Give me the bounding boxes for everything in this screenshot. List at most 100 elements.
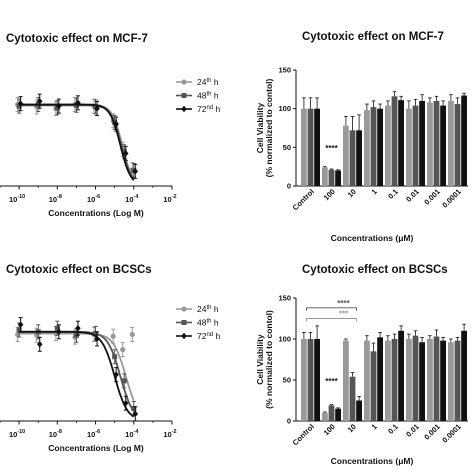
y-axis-label-sub: (% normalized to contol) [264,310,274,409]
data-point [113,371,119,378]
bar [391,339,398,421]
x-tick-label: 0.001 [422,187,442,207]
data-point [16,327,22,333]
legend-marker [181,105,187,113]
bar [377,108,383,186]
data-point [122,399,129,407]
data-point [112,354,118,360]
title-top-right: Cytotoxic effect on MCF-7 [302,31,444,43]
y-tick-label: 150 [278,294,291,303]
data-point [17,100,24,107]
bar [364,340,370,421]
x-axis-label: Concentrations (Log M) [48,443,144,453]
significance-mark: **** [325,144,338,153]
x-tick-label: 10-4 [125,194,139,204]
bar [335,170,341,186]
x-tick-label: 10-2 [163,194,176,204]
x-tick-label: 10-10 [9,194,25,204]
bar [385,340,391,421]
significance-bracket-label: **** [337,299,350,308]
y-tick-label: 0 [287,182,291,191]
data-point [132,168,139,175]
y-tick-label: 50 [283,376,291,385]
y-axis-label-sub: (% normalized to contol) [264,78,274,177]
legend-marker [181,306,187,312]
bar [314,108,320,186]
legend-marker [181,320,187,325]
data-point [129,331,135,338]
x-tick-label: 0.0001 [440,422,463,445]
bar [427,339,433,421]
bar [356,130,362,186]
x-tick-label: 10-4 [125,429,139,439]
data-point [93,331,99,337]
bar [448,100,454,186]
bar [343,340,349,421]
bar [385,105,391,186]
bar [440,105,446,186]
x-tick-label: 0.1 [386,187,400,201]
title-bottom-left: Cytotoxic effect on BCSCs [6,264,152,276]
bar [370,351,377,421]
bar [314,339,320,421]
legend-label: 48th h [197,318,219,328]
title-top-left: Cytotoxic effect on MCF-7 [6,33,148,45]
data-point [36,341,43,348]
significance-bracket [306,318,357,322]
bar [349,130,356,186]
x-tick-label: 10-8 [49,194,62,204]
data-point [110,333,116,339]
bar [406,108,412,186]
x-tick-label: 100 [322,422,337,437]
data-point [16,103,22,109]
bar [398,330,404,421]
data-point [54,325,60,331]
bar [412,105,419,186]
bar [427,102,433,186]
data-point [56,328,62,335]
bar [406,339,412,421]
legend-marker [181,332,187,340]
x-tick-label: 1 [370,187,379,196]
bar [461,95,467,186]
y-axis-label: Cell Viability [255,334,265,385]
bar [419,342,425,421]
bar [307,339,314,421]
x-tick-label: 1 [370,422,379,431]
fit-curve [19,104,135,180]
data-point [36,98,43,105]
x-tick-label: 10-10 [9,429,25,439]
bar [412,335,419,421]
bar [328,169,335,186]
bar [461,330,467,421]
data-point [94,335,100,343]
data-point [75,99,81,107]
bar [454,340,461,421]
bar [398,100,404,186]
legend-label: 72nd h [197,104,221,114]
y-tick-label: 150 [278,66,291,75]
bar [335,408,341,421]
title-bottom-right: Cytotoxic effect on BCSCs [302,264,448,276]
x-tick-label: 100 [322,187,337,202]
legend-marker [181,79,187,85]
x-tick-label: 10-2 [163,429,176,439]
data-point [17,321,24,328]
legend-marker [181,93,187,98]
x-tick-label: Control [291,187,316,212]
x-axis-label: Concentrations (μM) [331,233,414,243]
y-tick-label: 0 [287,417,291,426]
bar [301,108,307,186]
bar [364,110,370,186]
data-point [132,410,139,418]
data-point [113,120,119,128]
x-tick-label: 0.0001 [440,187,463,210]
data-point [93,104,99,110]
data-point [56,102,62,110]
bar [349,376,356,421]
data-point [121,149,127,155]
bar [448,342,454,421]
bar [433,336,440,421]
x-tick-label: 10-8 [49,429,62,439]
